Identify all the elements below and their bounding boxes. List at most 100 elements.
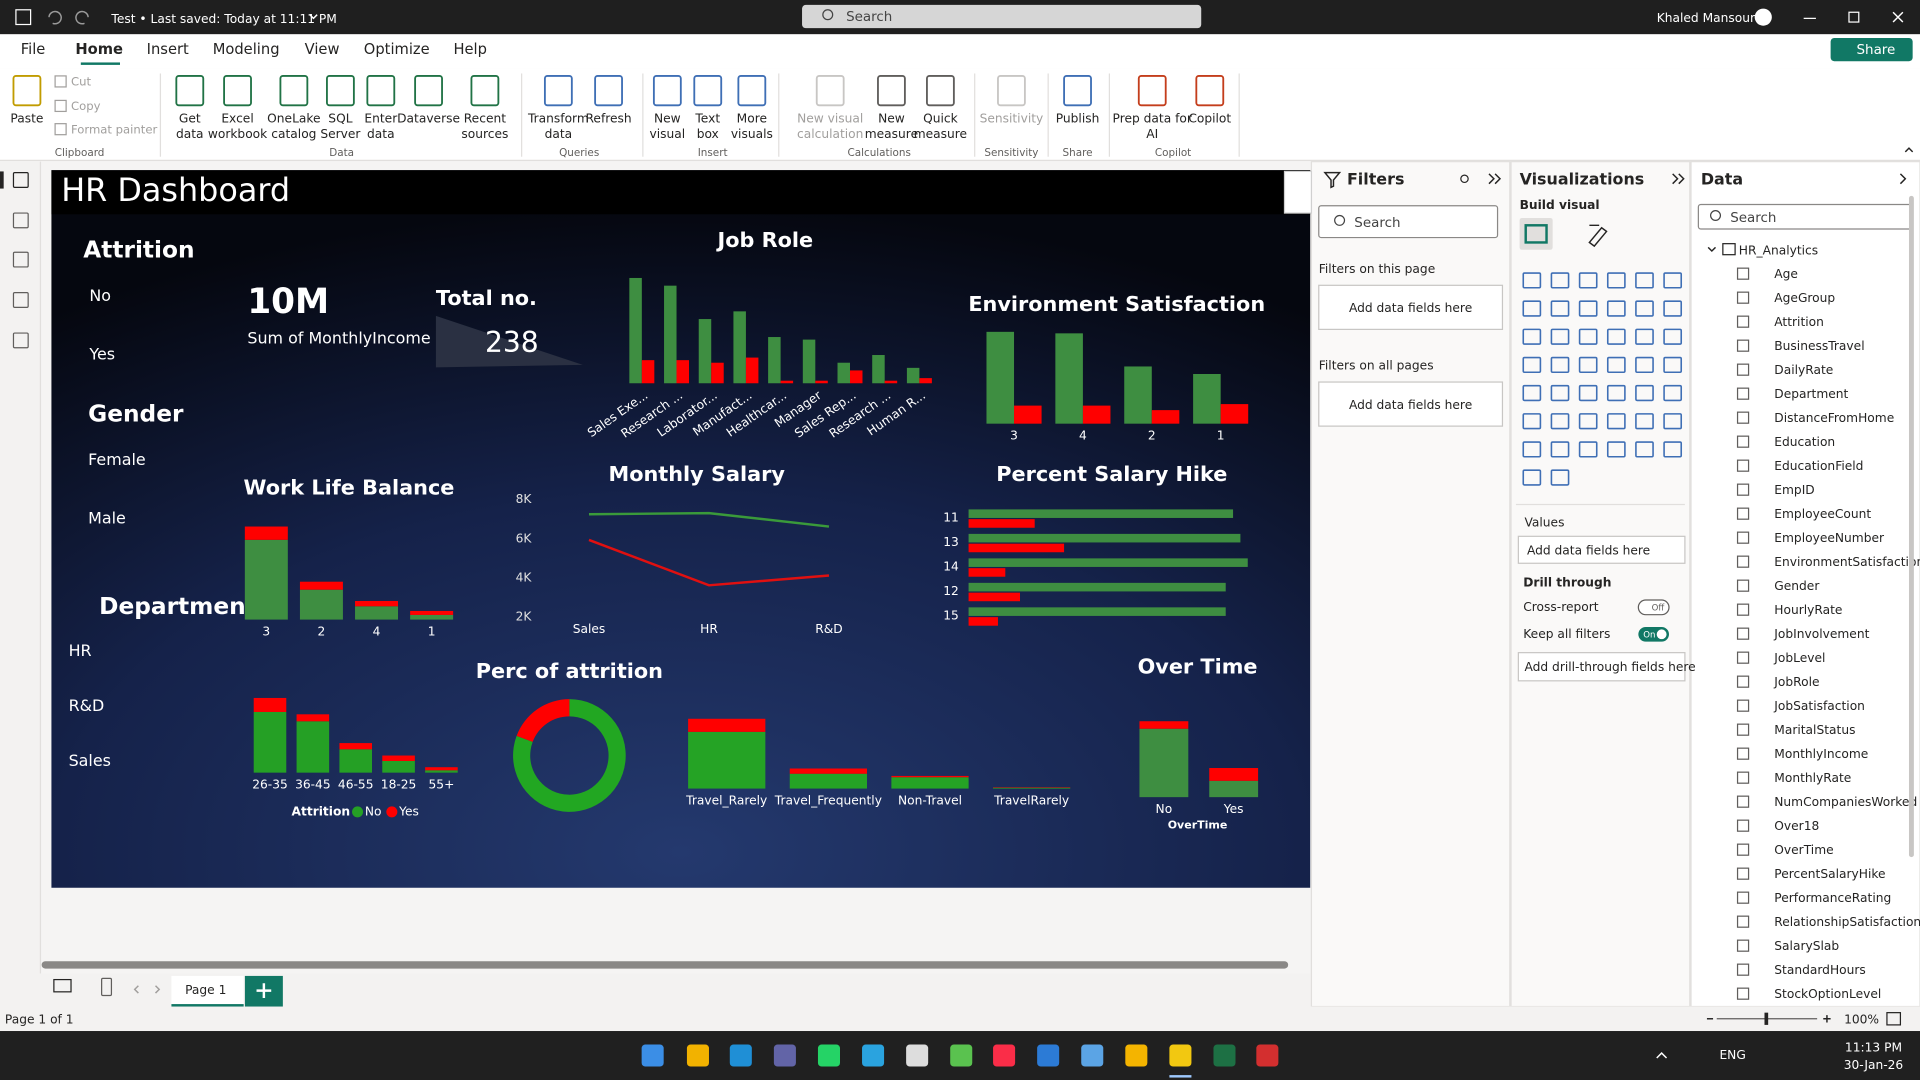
ribbon-button-label[interactable]: Refresh <box>585 111 631 125</box>
ribbon-button-label[interactable]: Paste <box>10 111 43 125</box>
taskbar-app[interactable] <box>906 1044 929 1067</box>
visual-type-icon[interactable] <box>1550 300 1570 317</box>
drop-zone-label[interactable]: Add data fields here <box>1527 544 1650 558</box>
visual-type-icon[interactable] <box>1550 469 1570 486</box>
desktop-view-icon[interactable] <box>53 978 72 993</box>
taskbar-app[interactable] <box>817 1044 840 1067</box>
eye-icon[interactable] <box>1460 174 1469 184</box>
field-name[interactable]: PercentSalaryHike <box>1774 867 1885 881</box>
search-placeholder[interactable]: Search <box>1354 216 1400 231</box>
ribbon-button-label[interactable]: Format painter <box>71 122 157 136</box>
visual-type-icon[interactable] <box>1522 272 1542 289</box>
visual-type-icon[interactable] <box>1606 413 1626 430</box>
visual-type-icon[interactable] <box>1550 384 1570 402</box>
field-name[interactable]: OverTime <box>1774 843 1833 857</box>
field-checkbox[interactable] <box>1736 795 1750 808</box>
nav-icon[interactable] <box>12 251 29 268</box>
ribbon-button-label[interactable]: New <box>878 111 905 125</box>
visual-type-icon[interactable] <box>1522 356 1542 374</box>
field-checkbox[interactable] <box>1736 459 1750 472</box>
taskbar-app[interactable] <box>773 1044 796 1067</box>
field-name[interactable]: DistanceFromHome <box>1774 411 1894 425</box>
field-name[interactable]: AgeGroup <box>1774 291 1835 305</box>
ribbon-button-label[interactable]: box <box>697 127 719 141</box>
visual-type-icon[interactable] <box>1522 441 1542 458</box>
ribbon-button-label[interactable]: Copilot <box>1188 111 1231 125</box>
page-tab[interactable] <box>171 975 244 1007</box>
share-button[interactable] <box>1830 37 1913 62</box>
taskbar-app[interactable] <box>1125 1044 1148 1067</box>
ribbon-button-label[interactable]: workbook <box>208 127 268 141</box>
visual-type-icon[interactable] <box>1522 300 1542 317</box>
field-name[interactable]: EmployeeNumber <box>1774 531 1885 545</box>
ribbon-button-label[interactable]: calculation <box>797 127 863 141</box>
visual-type-icon[interactable] <box>1663 272 1683 289</box>
drop-zone-label[interactable]: Add data fields here <box>1349 398 1472 412</box>
field-name[interactable]: PerformanceRating <box>1774 891 1891 905</box>
taskbar-app[interactable] <box>1213 1044 1236 1067</box>
field-checkbox[interactable] <box>1736 555 1750 568</box>
visual-type-icon[interactable] <box>1522 469 1542 486</box>
slicer-item[interactable]: Sales <box>69 751 111 770</box>
search-placeholder[interactable]: Search <box>1730 211 1776 226</box>
visual-type-icon[interactable] <box>1635 441 1654 458</box>
visual-type-icon[interactable] <box>1663 300 1683 317</box>
ribbon-button-label[interactable]: Transform <box>527 111 589 125</box>
filter-search[interactable] <box>1318 205 1499 239</box>
slicer-item[interactable]: Male <box>88 509 126 528</box>
ribbon-button-label[interactable]: OneLake <box>267 111 320 125</box>
visual-type-icon[interactable] <box>1635 300 1654 317</box>
field-checkbox[interactable] <box>1736 651 1750 664</box>
nav-icon[interactable] <box>12 212 29 229</box>
ribbon-button-label[interactable]: Server <box>320 127 361 141</box>
nav-icon[interactable] <box>12 292 29 308</box>
field-checkbox[interactable] <box>1736 267 1750 280</box>
field-checkbox[interactable] <box>1736 363 1750 376</box>
taskbar-app[interactable] <box>1081 1044 1104 1067</box>
field-checkbox[interactable] <box>1736 627 1750 640</box>
visual-type-icon[interactable] <box>1578 356 1598 374</box>
taskbar-app[interactable] <box>1256 1044 1279 1067</box>
visual-type-icon[interactable] <box>1635 272 1654 289</box>
field-checkbox[interactable] <box>1736 339 1750 352</box>
ribbon-button-label[interactable]: visual <box>650 127 686 141</box>
taskbar-app[interactable] <box>950 1044 973 1067</box>
visual-type-icon[interactable] <box>1663 441 1683 458</box>
field-name[interactable]: StandardHours <box>1774 963 1866 977</box>
field-checkbox[interactable] <box>1736 963 1750 976</box>
slicer-item[interactable]: R&D <box>69 696 105 715</box>
visual-type-icon[interactable] <box>1606 384 1626 402</box>
ribbon-button-label[interactable]: Sensitivity <box>980 111 1044 125</box>
visual-type-icon[interactable] <box>1522 384 1542 402</box>
visual-type-icon[interactable] <box>1606 300 1626 317</box>
search-placeholder[interactable]: Search <box>846 10 892 25</box>
field-checkbox[interactable] <box>1736 387 1750 400</box>
ribbon-button-label[interactable]: sources <box>461 127 508 141</box>
field-checkbox[interactable] <box>1736 747 1750 760</box>
field-checkbox[interactable] <box>1736 699 1750 712</box>
visual-type-icon[interactable] <box>1635 328 1654 345</box>
taskbar-app[interactable] <box>862 1044 885 1067</box>
field-name[interactable]: SalarySlab <box>1774 939 1839 953</box>
field-name[interactable]: BusinessTravel <box>1774 339 1864 353</box>
ribbon-button-label[interactable]: Recent <box>464 111 506 125</box>
ribbon-button-label[interactable]: Prep data for <box>1113 111 1193 125</box>
field-checkbox[interactable] <box>1736 603 1750 616</box>
ribbon-button-label[interactable]: measure <box>865 127 918 141</box>
field-checkbox[interactable] <box>1736 771 1750 784</box>
visual-type-icon[interactable] <box>1635 384 1654 402</box>
menu-tab[interactable]: File <box>21 41 46 58</box>
drop-zone[interactable] <box>1517 652 1686 682</box>
field-checkbox[interactable] <box>1736 579 1750 592</box>
ribbon-button-label[interactable]: Publish <box>1056 111 1100 125</box>
field-checkbox[interactable] <box>1736 507 1750 520</box>
drop-zone[interactable] <box>1318 284 1504 331</box>
ribbon-button-label[interactable]: Get <box>179 111 201 125</box>
ribbon-button-label[interactable]: data <box>176 127 204 141</box>
visual-type-icon[interactable] <box>1663 328 1683 345</box>
field-name[interactable]: RelationshipSatisfaction <box>1774 915 1920 929</box>
ribbon-button-label[interactable]: visuals <box>731 127 773 141</box>
drop-zone[interactable] <box>1517 535 1686 564</box>
field-name[interactable]: Education <box>1774 435 1835 449</box>
ribbon-button-label[interactable]: Enter <box>364 111 398 125</box>
